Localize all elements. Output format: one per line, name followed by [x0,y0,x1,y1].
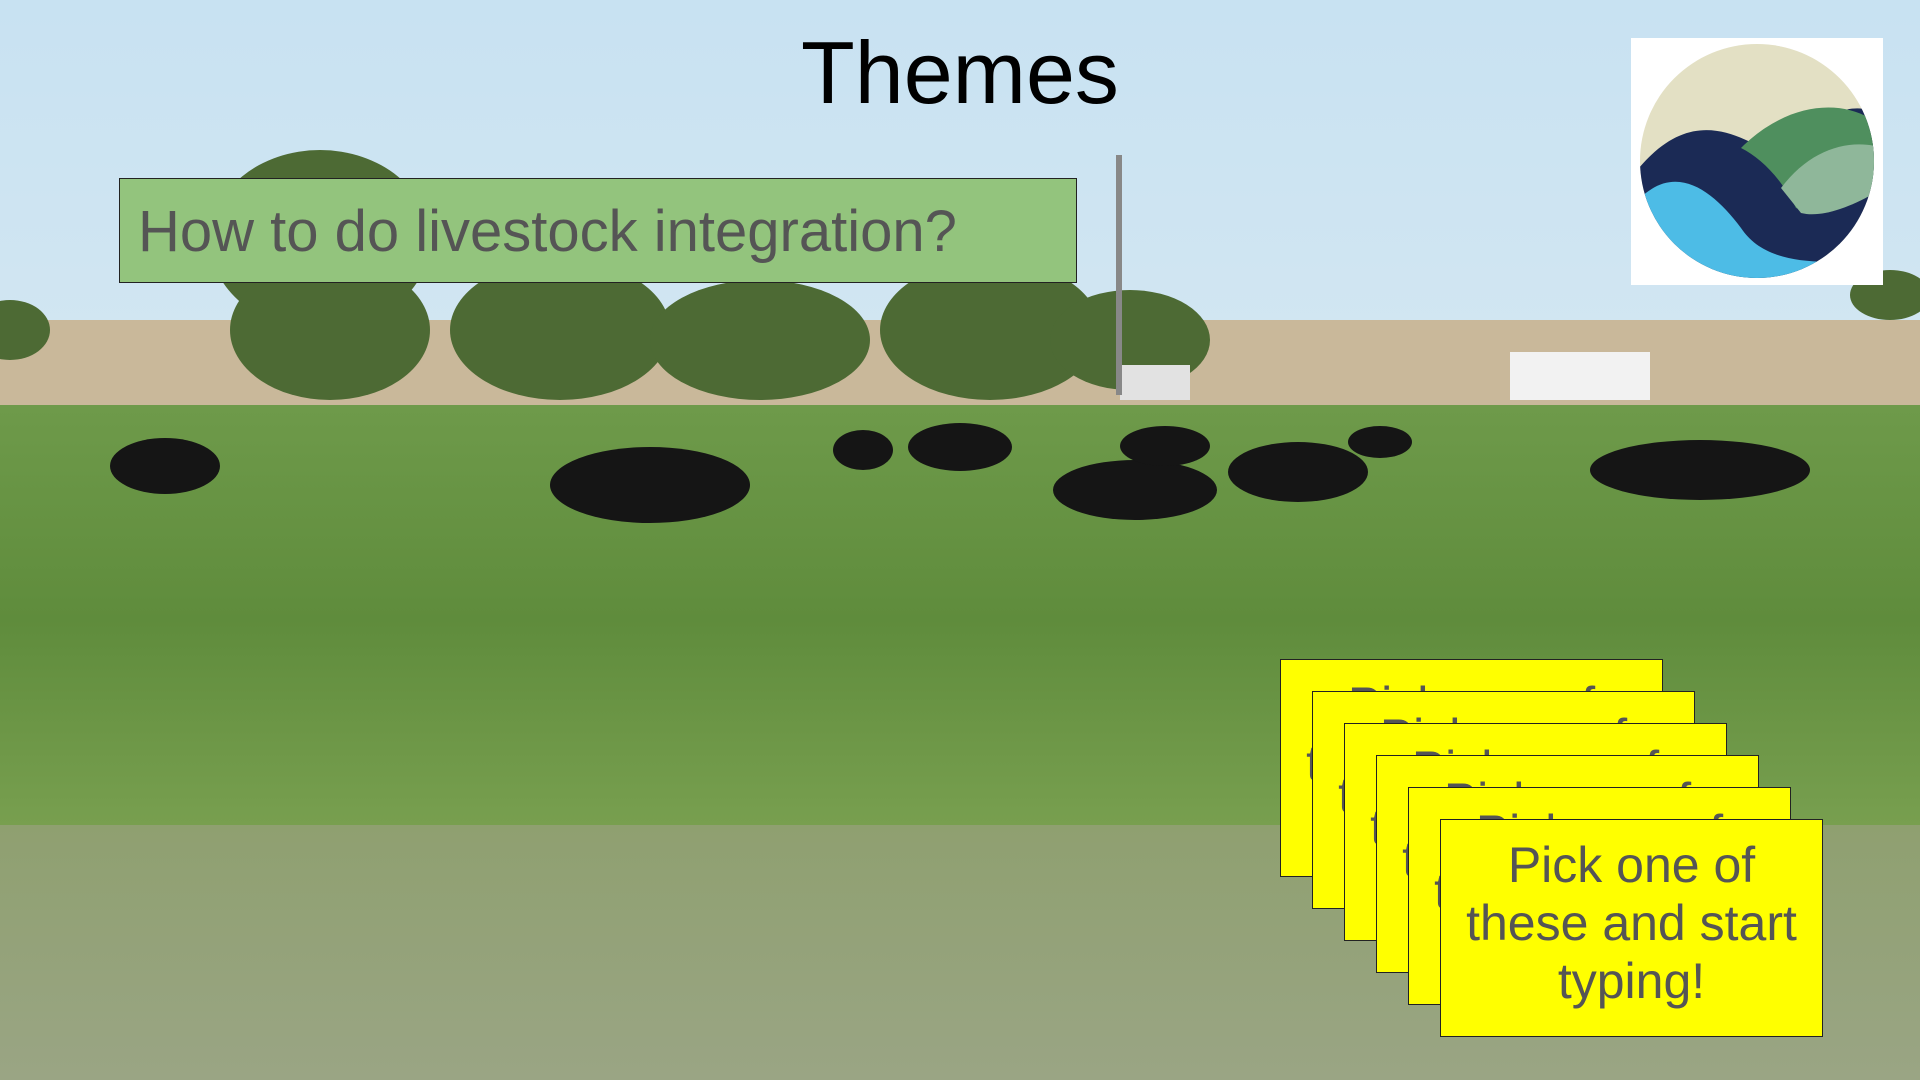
slide: Themes How to do livestock integration? … [0,0,1920,1080]
logo [1631,38,1883,285]
question-box[interactable]: How to do livestock integration? [119,178,1077,283]
sticky-card[interactable]: Pick one of these and start typing! [1440,819,1823,1037]
